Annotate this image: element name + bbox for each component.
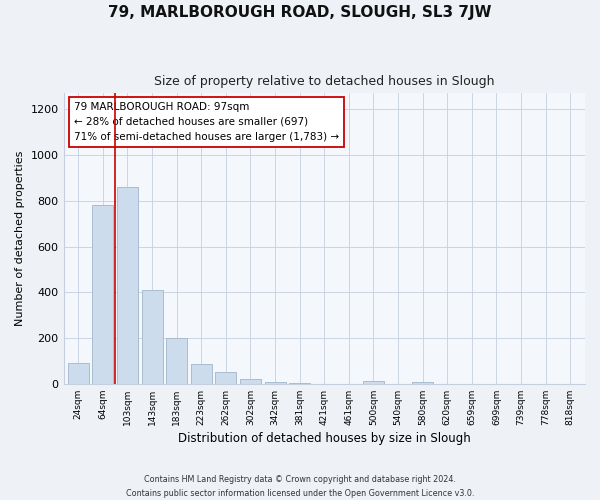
Bar <box>289 383 310 384</box>
Text: 79, MARLBOROUGH ROAD, SLOUGH, SL3 7JW: 79, MARLBOROUGH ROAD, SLOUGH, SL3 7JW <box>108 5 492 20</box>
Bar <box>240 378 261 384</box>
Bar <box>142 290 163 384</box>
Bar <box>265 382 286 384</box>
Title: Size of property relative to detached houses in Slough: Size of property relative to detached ho… <box>154 75 494 88</box>
Bar <box>215 372 236 384</box>
Bar <box>363 381 384 384</box>
Bar <box>191 364 212 384</box>
Text: 79 MARLBOROUGH ROAD: 97sqm
← 28% of detached houses are smaller (697)
71% of sem: 79 MARLBOROUGH ROAD: 97sqm ← 28% of deta… <box>74 102 339 142</box>
Bar <box>68 363 89 384</box>
Bar <box>92 206 113 384</box>
Bar <box>117 187 138 384</box>
Y-axis label: Number of detached properties: Number of detached properties <box>15 151 25 326</box>
X-axis label: Distribution of detached houses by size in Slough: Distribution of detached houses by size … <box>178 432 470 445</box>
Text: Contains HM Land Registry data © Crown copyright and database right 2024.
Contai: Contains HM Land Registry data © Crown c… <box>126 476 474 498</box>
Bar <box>412 382 433 384</box>
Bar <box>166 338 187 384</box>
